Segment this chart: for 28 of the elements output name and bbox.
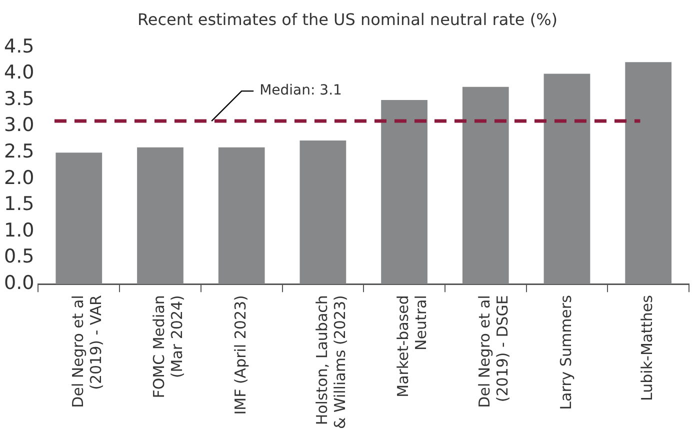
bar	[462, 86, 509, 284]
bar	[56, 152, 102, 284]
y-tick-label: 0.5	[4, 246, 34, 268]
y-tick-label: 3.0	[4, 114, 34, 136]
y-tick-label: 1.5	[4, 193, 34, 216]
x-tick-label: Larry Summers	[556, 294, 575, 410]
y-tick-label: 4.0	[4, 62, 34, 84]
bar	[625, 62, 672, 284]
x-tick-label: IMF (April 2023)	[231, 295, 250, 415]
y-tick-label: 0.0	[4, 272, 34, 294]
bar	[381, 100, 428, 284]
x-tick-label: Holston, Laubach & Williams (2023)	[312, 295, 349, 430]
x-tick-label: Del Negro et al (2019) - DSGE	[476, 295, 512, 408]
bar	[544, 74, 590, 284]
bar	[218, 147, 265, 284]
bar	[137, 147, 184, 284]
y-tick-label: 1.0	[4, 219, 34, 242]
x-tick-label: FOMC Median (Mar 2024)	[150, 295, 186, 398]
x-tick-label: Lubik-Matthes	[638, 294, 656, 401]
x-tick-label: Market-based Neutral	[394, 295, 430, 398]
ref-line-label: Median: 3.1	[260, 82, 342, 99]
x-tick-label: Del Negro et al (2019) - VAR	[68, 295, 105, 408]
y-tick-label: 3.5	[4, 88, 34, 110]
chart-title: Recent estimates of the US nominal neutral rate (%)	[136, 10, 559, 29]
y-tick-label: 2.5	[4, 140, 34, 163]
y-tick-label: 2.0	[4, 166, 34, 189]
bar	[300, 140, 346, 284]
y-tick-label: 4.5	[4, 35, 34, 58]
